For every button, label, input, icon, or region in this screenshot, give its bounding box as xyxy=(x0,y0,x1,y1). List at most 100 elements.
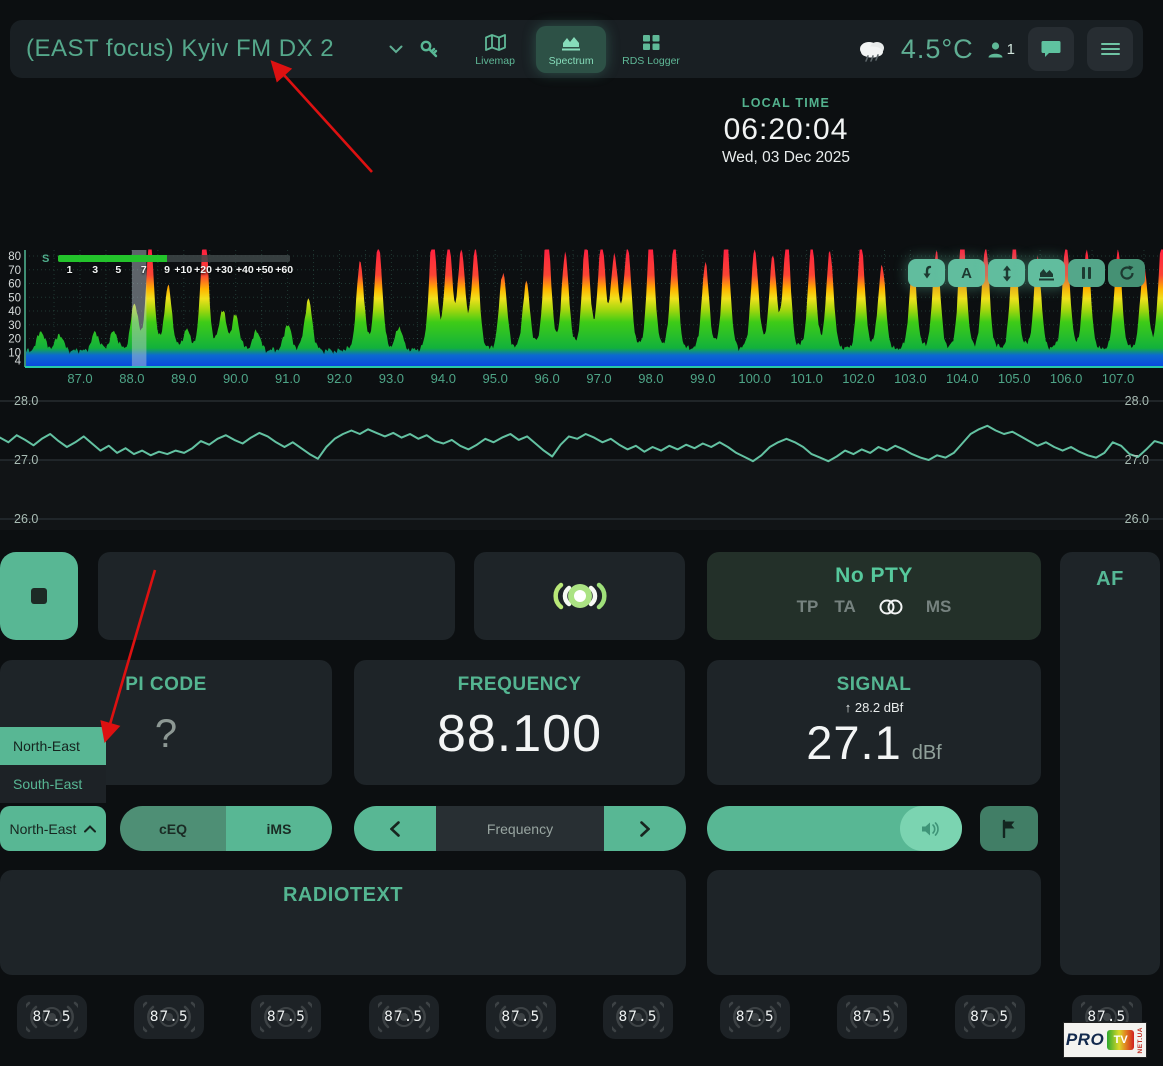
preset-button-2[interactable]: 87.5 xyxy=(134,995,204,1039)
local-time-value: 06:20:04 xyxy=(646,113,926,147)
letter-a-icon: A xyxy=(961,265,972,282)
nav-rds-logger[interactable]: RDS Logger xyxy=(612,26,690,73)
chevron-up-icon xyxy=(84,825,96,833)
signal-peak: ↑ 28.2 dBf xyxy=(707,700,1041,715)
preset-frequency: 87.5 xyxy=(970,1009,1009,1025)
protv-logo: PRO TV NET.UA xyxy=(1063,1022,1147,1058)
preset-frequency: 87.5 xyxy=(150,1009,189,1025)
spectrum-y-tick: 80 xyxy=(8,251,21,263)
spectrum-x-tick: 97.0 xyxy=(586,371,611,386)
eq-ims-toggle: cEQ iMS xyxy=(120,806,332,851)
nav-spectrum[interactable]: Spectrum xyxy=(536,26,606,73)
preset-button-3[interactable]: 87.5 xyxy=(251,995,321,1039)
antenna-selected-value: North-East xyxy=(10,821,77,837)
signal-y-tick: 27.0 xyxy=(1125,453,1149,467)
local-time-block: LOCAL TIME 06:20:04 Wed, 03 Dec 2025 xyxy=(646,96,926,167)
audio-status-panel[interactable] xyxy=(474,552,685,640)
main-nav: Livemap Spectrum RDS Logger xyxy=(460,26,690,73)
ta-flag: TA xyxy=(834,597,855,617)
antenna-option-south-east[interactable]: South-East xyxy=(0,765,106,803)
radiotext-panel: RADIOTEXT xyxy=(0,870,686,975)
refresh-button[interactable] xyxy=(1108,259,1145,287)
frequency-down-button[interactable] xyxy=(354,806,436,851)
hamburger-icon xyxy=(1101,40,1120,57)
arrows-vertical-icon xyxy=(1000,265,1014,282)
vertical-zoom-button[interactable] xyxy=(988,259,1025,287)
s-meter-label: S xyxy=(42,253,49,265)
volume-slider-knob[interactable] xyxy=(900,806,962,851)
signal-y-tick: 28.0 xyxy=(14,394,38,408)
preset-frequency: 87.5 xyxy=(853,1009,892,1025)
spectrum-x-tick: 104.0 xyxy=(946,371,979,386)
listener-counter: 1 xyxy=(987,41,1015,58)
preset-button-8[interactable]: 87.5 xyxy=(837,995,907,1039)
spectrum-x-tick: 105.0 xyxy=(998,371,1031,386)
pause-button[interactable] xyxy=(1068,259,1105,287)
spectrum-x-tick: 106.0 xyxy=(1050,371,1083,386)
chevron-down-icon[interactable] xyxy=(389,45,403,54)
broadcast-audio-icon xyxy=(547,572,613,620)
tp-flag: TP xyxy=(797,597,819,617)
logo-tv-badge: TV xyxy=(1107,1030,1134,1050)
signal-unit: dBf xyxy=(912,742,942,765)
s-meter-tick: 5 xyxy=(115,264,121,276)
signal-value: 27.1 xyxy=(806,715,901,770)
preset-button-5[interactable]: 87.5 xyxy=(486,995,556,1039)
af-list-panel: AF xyxy=(1060,552,1160,975)
speaker-icon xyxy=(921,821,941,837)
frequency-input[interactable]: Frequency xyxy=(436,806,604,851)
preset-button-4[interactable]: 87.5 xyxy=(369,995,439,1039)
area-chart-icon xyxy=(1038,266,1055,281)
arrow-down-icon xyxy=(919,265,935,281)
pty-value: No PTY xyxy=(707,564,1041,588)
nav-spectrum-label: Spectrum xyxy=(549,55,594,67)
nav-livemap[interactable]: Livemap xyxy=(460,26,530,73)
server-title: (EAST focus) Kyiv FM DX 2 xyxy=(26,35,334,63)
antenna-option-north-east[interactable]: North-East xyxy=(0,727,106,765)
ims-button[interactable]: iMS xyxy=(226,806,332,851)
spectrum-x-tick: 107.0 xyxy=(1102,371,1135,386)
preset-button-7[interactable]: 87.5 xyxy=(720,995,790,1039)
preset-button-1[interactable]: 87.5 xyxy=(17,995,87,1039)
frequency-label: FREQUENCY xyxy=(354,674,685,696)
flag-log-button[interactable] xyxy=(980,806,1038,851)
weather-cloud-rain-icon xyxy=(856,36,888,62)
preset-button-6[interactable]: 87.5 xyxy=(603,995,673,1039)
top-bar: (EAST focus) Kyiv FM DX 2 Livemap Spectr… xyxy=(10,20,1143,78)
spectrum-toolbar: A xyxy=(908,259,1145,287)
af-label: AF xyxy=(1060,568,1160,591)
volume-slider[interactable] xyxy=(707,806,962,851)
temperature-value: 4.5°C xyxy=(901,34,974,65)
auto-range-button[interactable]: A xyxy=(948,259,985,287)
spectrum-x-tick: 103.0 xyxy=(894,371,927,386)
ukraine-flag-icon xyxy=(346,38,379,60)
antenna-select[interactable]: North-East xyxy=(0,806,106,851)
spectrum-y-tick: 70 xyxy=(8,265,21,277)
menu-button[interactable] xyxy=(1087,27,1133,71)
spectrum-x-tick: 94.0 xyxy=(431,371,456,386)
spectrum-x-tick: 87.0 xyxy=(67,371,92,386)
spectrum-y-tick: 60 xyxy=(8,279,21,291)
signal-y-tick: 26.0 xyxy=(14,512,38,526)
scroll-down-button[interactable] xyxy=(908,259,945,287)
annotation-arrow-title xyxy=(274,64,372,172)
stop-playback-button[interactable] xyxy=(0,552,78,640)
ceq-button[interactable]: cEQ xyxy=(120,806,226,851)
spectrum-x-tick: 92.0 xyxy=(327,371,352,386)
ms-flag: MS xyxy=(926,597,952,617)
frequency-up-button[interactable] xyxy=(604,806,686,851)
spectrum-x-tick: 99.0 xyxy=(690,371,715,386)
graph-mode-button[interactable] xyxy=(1028,259,1065,287)
preset-button-9[interactable]: 87.5 xyxy=(955,995,1025,1039)
s-meter-bar xyxy=(58,255,290,262)
radiotext-plus-panel xyxy=(707,870,1041,975)
s-meter-tick: +40 xyxy=(236,264,254,276)
header-right-group: 4.5°C 1 xyxy=(856,27,1133,71)
chat-button[interactable] xyxy=(1028,27,1074,71)
spectrum-x-tick: 98.0 xyxy=(638,371,663,386)
local-time-label: LOCAL TIME xyxy=(646,96,926,110)
frequency-panel: FREQUENCY 88.100 xyxy=(354,660,685,785)
frequency-value: 88.100 xyxy=(354,704,685,764)
admin-key-icon[interactable] xyxy=(419,39,440,60)
chat-bubble-icon xyxy=(1041,40,1061,58)
